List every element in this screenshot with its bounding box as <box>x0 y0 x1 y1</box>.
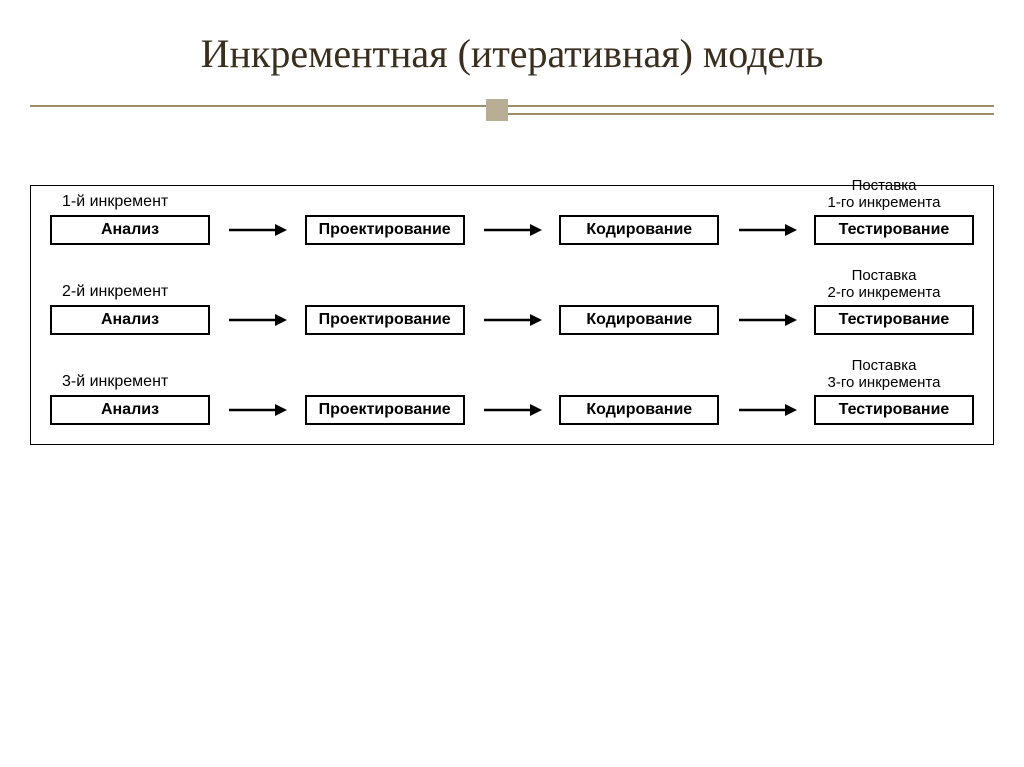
arrow-icon <box>737 222 797 238</box>
increment-label-3: 3-й инкремент <box>62 373 168 391</box>
delivery-label-1-line2: 1-го инкремента <box>828 194 941 211</box>
stage-box-design: Проектирование <box>305 215 465 245</box>
delivery-label-2-line1: Поставка <box>852 267 917 284</box>
delivery-label-1: Поставка 1-го инкремента <box>799 177 969 212</box>
stage-flow-1: Анализ Проектирование Кодирование Тестир… <box>50 215 974 245</box>
stage-box-testing: Тестирование <box>814 215 974 245</box>
arrow-icon <box>227 402 287 418</box>
delivery-label-2: Поставка 2-го инкремента <box>799 267 969 302</box>
arrow-icon <box>227 222 287 238</box>
stage-box-design: Проектирование <box>305 305 465 335</box>
arrow-icon <box>227 312 287 328</box>
stage-box-testing: Тестирование <box>814 305 974 335</box>
delivery-label-3: Поставка 3-го инкремента <box>799 357 969 392</box>
separator-line-short <box>500 113 994 115</box>
stage-box-design: Проектирование <box>305 395 465 425</box>
delivery-label-3-line1: Поставка <box>852 357 917 374</box>
stage-box-testing: Тестирование <box>814 395 974 425</box>
increment-row-1: 1-й инкремент Поставка 1-го инкремента А… <box>50 215 974 245</box>
stage-box-coding: Кодирование <box>559 305 719 335</box>
stage-box-analysis: Анализ <box>50 305 210 335</box>
stage-box-analysis: Анализ <box>50 395 210 425</box>
stage-flow-3: Анализ Проектирование Кодирование Тестир… <box>50 395 974 425</box>
stage-box-coding: Кодирование <box>559 215 719 245</box>
increment-label-1: 1-й инкремент <box>62 193 168 211</box>
increment-label-2: 2-й инкремент <box>62 283 168 301</box>
stage-box-coding: Кодирование <box>559 395 719 425</box>
arrow-icon <box>737 312 797 328</box>
delivery-label-3-line2: 3-го инкремента <box>828 374 941 391</box>
arrow-icon <box>482 222 542 238</box>
delivery-label-2-line2: 2-го инкремента <box>828 284 941 301</box>
arrow-icon <box>737 402 797 418</box>
delivery-label-1-line1: Поставка <box>852 177 917 194</box>
separator-line-long <box>30 105 994 107</box>
slide-title: Инкрементная (итеративная) модель <box>0 30 1024 77</box>
increment-row-2: 2-й инкремент Поставка 2-го инкремента А… <box>50 305 974 335</box>
stage-box-analysis: Анализ <box>50 215 210 245</box>
title-separator <box>0 95 1024 125</box>
arrow-icon <box>482 312 542 328</box>
arrow-icon <box>482 402 542 418</box>
slide: Инкрементная (итеративная) модель 1-й ин… <box>0 0 1024 767</box>
diagram-container: 1-й инкремент Поставка 1-го инкремента А… <box>30 185 994 445</box>
stage-flow-2: Анализ Проектирование Кодирование Тестир… <box>50 305 974 335</box>
increment-row-3: 3-й инкремент Поставка 3-го инкремента А… <box>50 395 974 425</box>
separator-square-icon <box>486 99 508 121</box>
